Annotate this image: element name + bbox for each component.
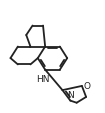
Text: N: N [67, 91, 74, 99]
Text: HN: HN [36, 75, 50, 84]
Text: O: O [83, 82, 90, 91]
